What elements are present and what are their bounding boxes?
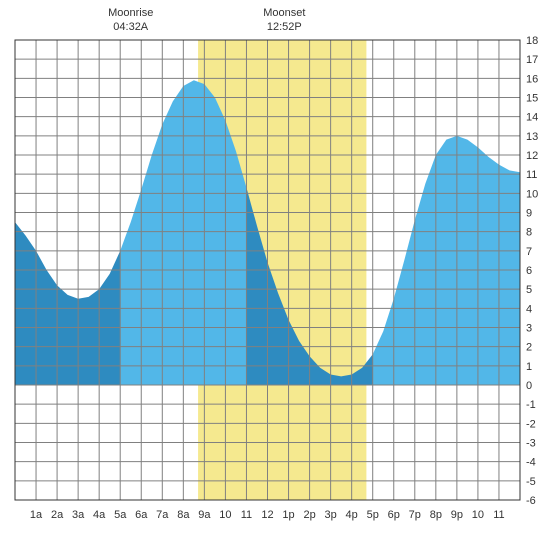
y-tick-label: 3: [526, 323, 532, 335]
header-sub-0: 04:32A: [113, 21, 149, 33]
x-tick-label: 2p: [303, 509, 315, 521]
y-tick-label: 12: [526, 150, 538, 162]
tide-chart: -6-5-4-3-2-10123456789101112131415161718…: [0, 0, 550, 550]
x-tick-label: 4p: [346, 509, 358, 521]
y-tick-label: 4: [526, 303, 532, 315]
y-tick-label: 15: [526, 93, 538, 105]
x-tick-label: 2a: [51, 509, 64, 521]
y-tick-label: 10: [526, 188, 538, 200]
y-tick-label: -4: [526, 457, 536, 469]
y-tick-label: -5: [526, 476, 536, 488]
y-tick-label: 6: [526, 265, 532, 277]
x-tick-label: 11: [241, 509, 252, 521]
header-title-1: Moonset: [263, 7, 305, 19]
y-tick-label: 1: [526, 361, 532, 373]
y-tick-label: 9: [526, 208, 532, 220]
y-tick-label: 13: [526, 131, 538, 143]
y-tick-label: 14: [526, 112, 538, 124]
y-tick-label: 2: [526, 342, 532, 354]
y-tick-label: 16: [526, 73, 538, 85]
x-tick-label: 3a: [72, 509, 85, 521]
y-tick-label: -6: [526, 495, 536, 507]
x-tick-label: 9a: [198, 509, 211, 521]
x-tick-label: 6p: [388, 509, 400, 521]
x-tick-label: 1a: [30, 509, 43, 521]
y-tick-label: -1: [526, 399, 536, 411]
y-tick-label: 17: [526, 54, 538, 66]
x-tick-label: 10: [472, 509, 484, 521]
x-tick-label: 7p: [409, 509, 421, 521]
header-title-0: Moonrise: [108, 7, 153, 19]
x-tick-label: 6a: [135, 509, 148, 521]
x-tick-label: 5p: [367, 509, 379, 521]
tide-area-3: [373, 136, 520, 385]
x-tick-label: 9p: [451, 509, 463, 521]
y-tick-label: -3: [526, 438, 536, 450]
x-tick-label: 4a: [93, 509, 106, 521]
x-tick-label: 12: [261, 509, 273, 521]
y-tick-label: 0: [526, 380, 532, 392]
x-tick-label: 5a: [114, 509, 127, 521]
y-tick-label: 11: [526, 169, 537, 181]
y-tick-label: 7: [526, 246, 532, 258]
tide-area-0: [15, 222, 120, 385]
x-tick-label: 7a: [156, 509, 169, 521]
y-tick-label: 5: [526, 284, 532, 296]
y-tick-label: 8: [526, 227, 532, 239]
chart-svg: -6-5-4-3-2-10123456789101112131415161718…: [0, 0, 550, 550]
x-tick-label: 11: [493, 509, 504, 521]
y-tick-label: 18: [526, 35, 538, 47]
x-tick-label: 1p: [282, 509, 294, 521]
y-tick-label: -2: [526, 418, 536, 430]
x-tick-label: 8a: [177, 509, 190, 521]
x-tick-label: 8p: [430, 509, 442, 521]
x-tick-label: 10: [219, 509, 231, 521]
header-sub-1: 12:52P: [267, 21, 302, 33]
x-tick-label: 3p: [325, 509, 337, 521]
